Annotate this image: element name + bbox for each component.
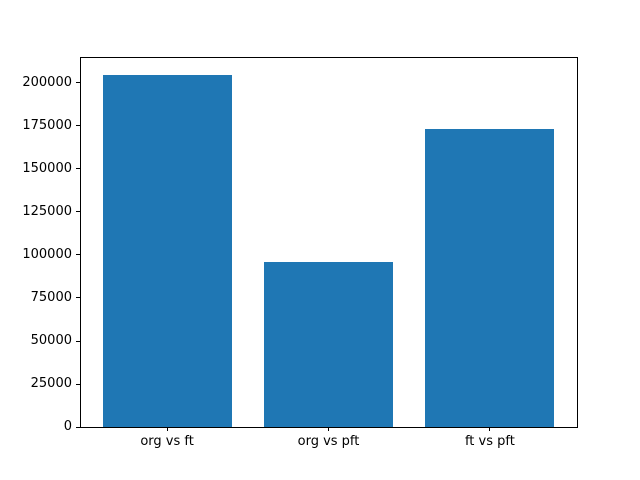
y-axis-tick [76, 383, 80, 385]
y-tick-label: 150000 [22, 160, 72, 176]
bar-ft-vs-pft [425, 129, 555, 427]
x-axis-tick [489, 427, 491, 431]
y-axis-tick [76, 426, 80, 428]
y-tick-label: 0 [63, 419, 72, 434]
bar-org-vs-ft [102, 74, 232, 427]
bar-org-vs-pft [264, 262, 394, 427]
y-tick-label: 200000 [22, 74, 72, 90]
y-tick-label: 25000 [30, 376, 72, 391]
y-axis-tick [76, 254, 80, 256]
y-tick-label: 125000 [22, 203, 72, 219]
y-tick-label: 75000 [30, 289, 72, 305]
x-tick-label: ft vs pft [464, 434, 515, 449]
y-axis-tick [76, 82, 80, 84]
y-axis-tick [76, 125, 80, 127]
y-axis-tick [76, 168, 80, 170]
y-tick-label: 100000 [22, 246, 72, 262]
x-tick-label: org vs ft [140, 434, 194, 449]
x-axis-tick [328, 427, 329, 431]
y-axis-tick [76, 211, 80, 213]
x-tick-label: org vs pft [297, 434, 360, 449]
x-axis-tick [166, 427, 168, 431]
y-axis-tick [76, 297, 80, 299]
y-axis-tick [76, 340, 80, 342]
y-tick-label: 175000 [22, 117, 72, 133]
y-tick-label: 50000 [30, 333, 72, 348]
